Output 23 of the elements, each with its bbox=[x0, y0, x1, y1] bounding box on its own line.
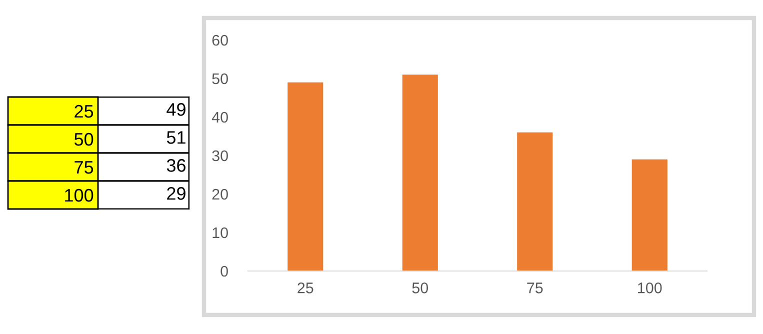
x-tick-label: 25 bbox=[298, 282, 314, 294]
y-tick-label: 100 bbox=[65, 188, 94, 202]
x-tick-label: 100 bbox=[638, 282, 662, 294]
y-tick-label: 50 bbox=[212, 73, 228, 84]
y-tick-label: 25 bbox=[74, 104, 94, 118]
y-tick-label: 75 bbox=[74, 161, 94, 174]
bar bbox=[517, 132, 553, 271]
y-tick-label: 30 bbox=[212, 150, 228, 162]
x-tick-label: 50 bbox=[412, 282, 428, 294]
y-tick-label: 10 bbox=[212, 227, 228, 238]
bar bbox=[632, 159, 668, 271]
data-label: 36 bbox=[166, 159, 186, 172]
data-label: 29 bbox=[167, 187, 186, 200]
bar bbox=[288, 82, 324, 271]
data-label: 51 bbox=[166, 131, 186, 144]
y-tick-label: 20 bbox=[212, 188, 228, 200]
y-tick-label: 60 bbox=[212, 34, 228, 46]
y-tick-label: 0 bbox=[220, 266, 228, 277]
bar bbox=[402, 74, 438, 271]
data-label: 49 bbox=[166, 103, 186, 116]
y-tick-label: 50 bbox=[74, 132, 94, 146]
y-tick-label: 40 bbox=[212, 112, 228, 123]
x-tick-label: 75 bbox=[527, 282, 543, 294]
